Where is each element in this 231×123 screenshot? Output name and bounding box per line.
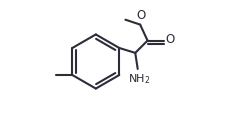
- Text: O: O: [136, 8, 145, 22]
- Text: O: O: [166, 33, 175, 46]
- Text: NH$_2$: NH$_2$: [128, 72, 150, 86]
